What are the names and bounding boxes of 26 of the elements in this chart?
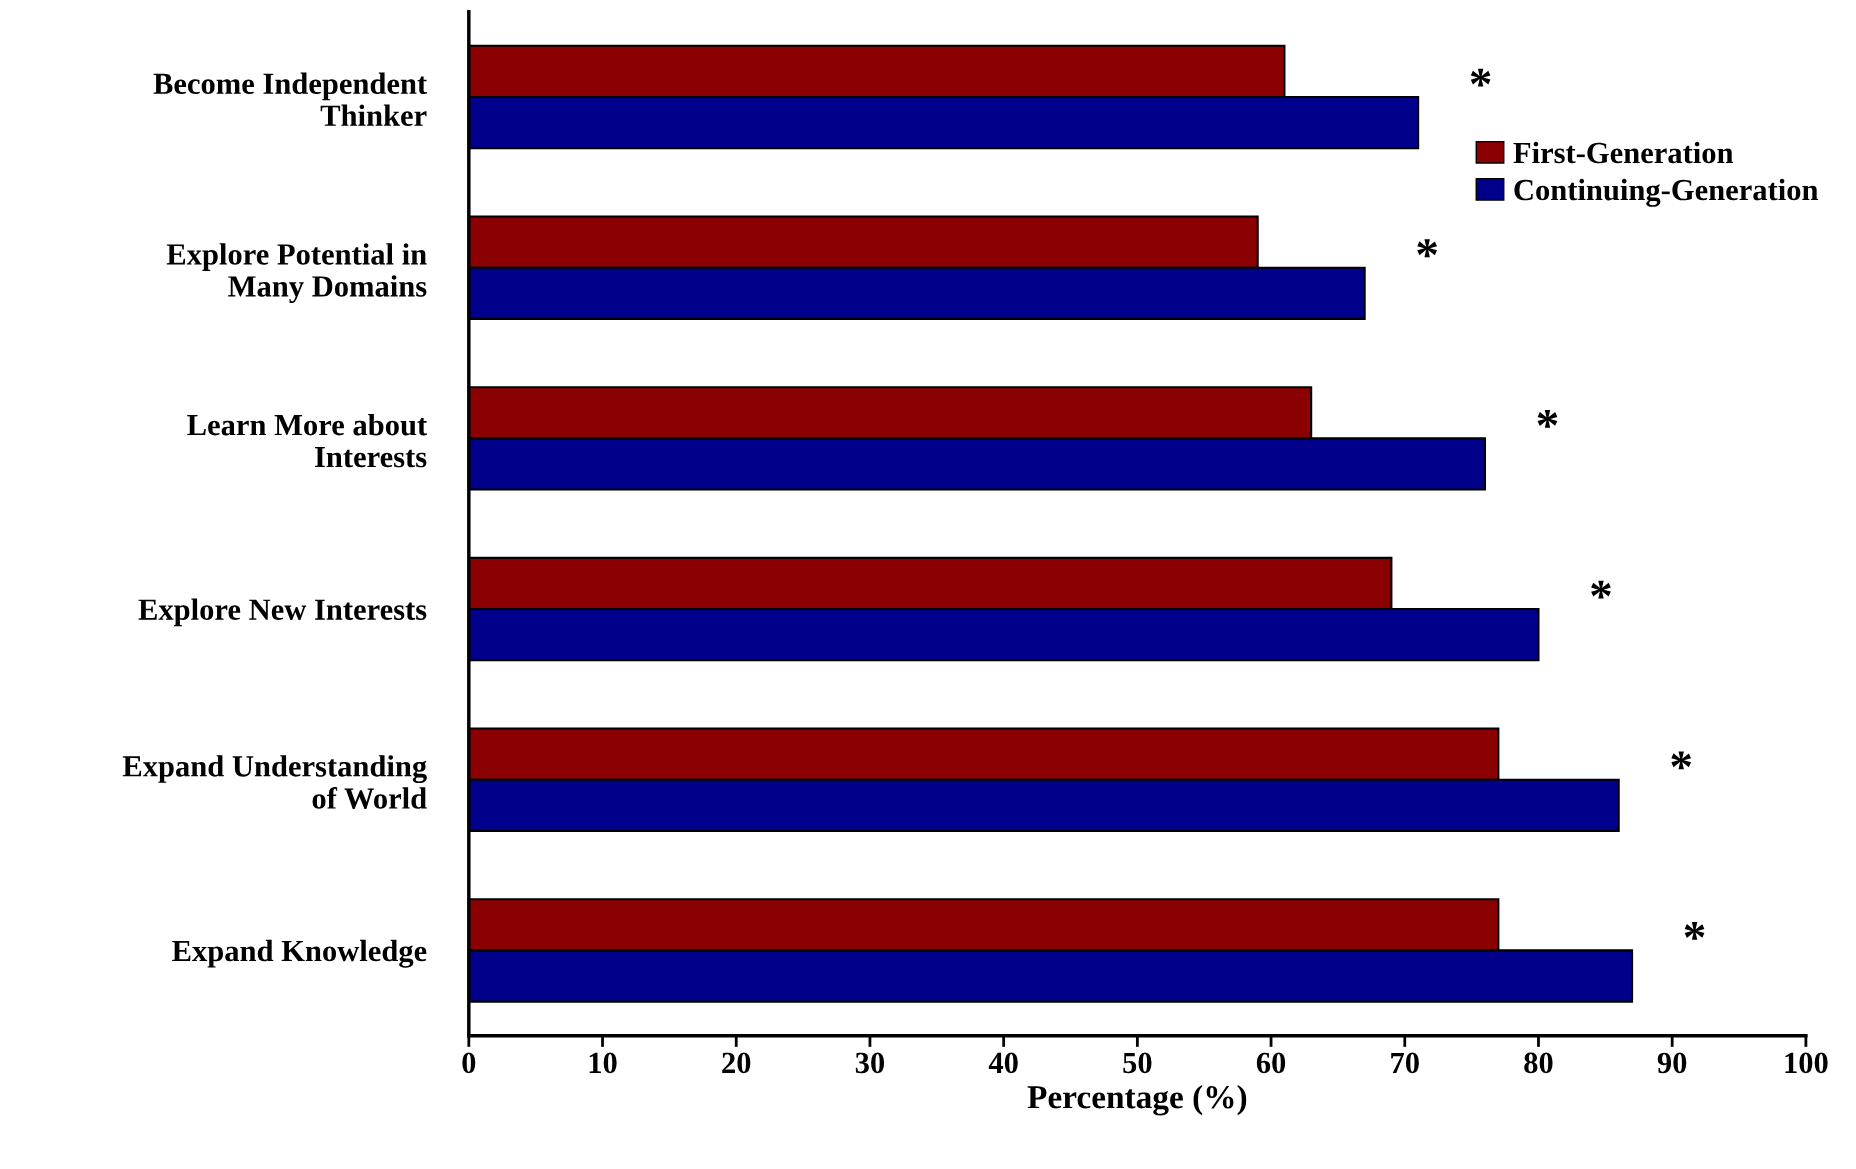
x-tick-label: 70 [1391, 1052, 1419, 1074]
y-tick-label: Explore New Interests [138, 598, 427, 627]
x-tick-label: 90 [1657, 1052, 1687, 1074]
annotation: * [1684, 922, 1705, 940]
x-tick-label: 10 [589, 1052, 617, 1074]
x-tick-label: 50 [1123, 1052, 1152, 1074]
y-tick-label: Become Independent Thinker [153, 72, 428, 127]
x-tick-label: 100 [1785, 1052, 1828, 1074]
annotation: * [1591, 580, 1611, 599]
legend-label: First-Generation [1513, 141, 1734, 164]
annotation: * [1470, 68, 1491, 87]
x-axis-title: Percentage (%) [1027, 1084, 1247, 1116]
y-tick-label: Expand Understanding of World [122, 755, 427, 809]
x-tick-label: 0 [462, 1052, 476, 1074]
x-tick-label: 40 [988, 1052, 1018, 1074]
legend-label: Continuing-Generation [1514, 178, 1819, 207]
y-tick-label: Explore Potential in Many Domains [166, 243, 427, 303]
y-tick-label: Expand Knowledge [172, 939, 427, 968]
y-tick-label: Learn More about Interests [187, 413, 428, 468]
annotation: * [1671, 751, 1692, 770]
x-tick-label: 30 [855, 1052, 885, 1074]
x-tick-label: 20 [722, 1052, 751, 1074]
x-tick-label: 60 [1256, 1052, 1286, 1074]
x-tick-label: 80 [1524, 1052, 1553, 1074]
annotation: * [1537, 410, 1558, 428]
annotation: * [1417, 239, 1437, 258]
